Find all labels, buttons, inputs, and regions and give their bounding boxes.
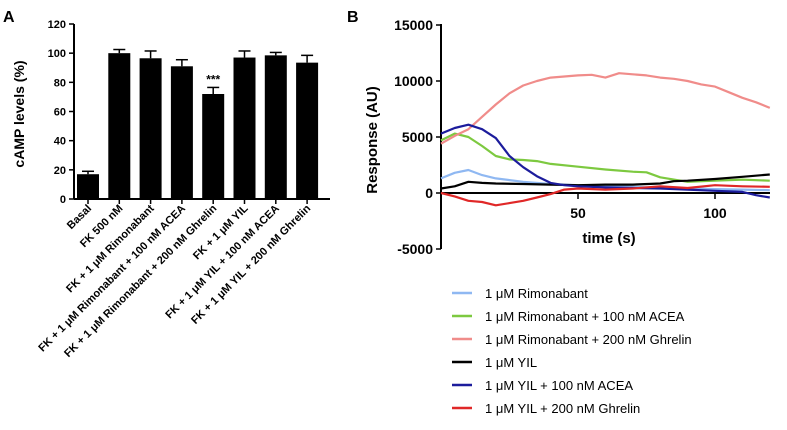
bar-chart-category-label: FK + 1 μM Rimonabant + 100 nM ACEA — [36, 203, 188, 355]
line-chart-y-axis-label: Response (AU) — [364, 86, 381, 194]
series-line — [440, 173, 770, 190]
series-line — [440, 72, 771, 145]
bar-chart-y-tick-label: 100 — [48, 48, 66, 60]
line-chart: Response (AU) time (s) -5000 0 5000 10000 15… — [364, 17, 771, 416]
bar-chart-y-axis-label: cAMP levels (%) — [11, 60, 27, 167]
bar — [139, 58, 162, 200]
bar — [170, 66, 193, 200]
legend-label: 1 μM Rimonabant — [485, 286, 588, 301]
bar-chart: cAMP levels (%) 0 20 40 60 80 100 120 *** Basa… — [11, 19, 330, 360]
legend-label: 1 μM YIL — [485, 355, 537, 370]
series-line — [440, 132, 770, 183]
bar-chart-category-label: FK + 1 μM YIL + 100 nM ACEA — [163, 203, 282, 322]
bar — [108, 53, 131, 199]
bar-chart-y-tick-label: 0 — [60, 194, 66, 206]
line-chart-y-tick-label: 15000 — [394, 17, 433, 33]
series-line — [440, 123, 770, 199]
line-chart-x-axis-label: time (s) — [582, 230, 635, 247]
line-chart-x-tick-label: 50 — [570, 205, 586, 221]
bar — [296, 62, 319, 200]
panel-label-a: A — [3, 9, 15, 26]
legend-label: 1 μM Rimonabant + 200 nM Ghrelin — [485, 332, 692, 347]
bar-chart-category-label: Basal — [65, 203, 94, 232]
bar — [233, 57, 256, 199]
bar-chart-y-tick-label: 120 — [48, 19, 66, 31]
bar-chart-category-label: FK + 1 μM YIL — [191, 202, 251, 262]
bar — [77, 174, 99, 199]
bar-chart-y-tick-label: 60 — [54, 107, 66, 119]
bar-chart-y-tick-label: 20 — [54, 165, 66, 177]
bar — [264, 55, 287, 199]
significance-marker: *** — [206, 72, 220, 86]
legend: 1 μM Rimonabant 1 μM Rimonabant + 100 nM … — [452, 286, 692, 416]
line-chart-y-tick-label: -5000 — [397, 241, 433, 257]
panel-label-b: B — [347, 9, 359, 26]
line-chart-y-tick-label: 5000 — [402, 129, 433, 145]
legend-label: 1 μM YIL + 100 nM ACEA — [485, 378, 633, 393]
bar-chart-y-tick-label: 40 — [54, 136, 66, 148]
legend-label: 1 μM Rimonabant + 100 nM ACEA — [485, 309, 685, 324]
legend-label: 1 μM YIL + 200 nM Ghrelin — [485, 401, 640, 416]
bar-chart-y-tick-label: 80 — [54, 77, 66, 89]
line-chart-x-tick-label: 100 — [703, 205, 727, 221]
line-chart-y-tick-label: 0 — [425, 185, 433, 201]
bar — [202, 94, 225, 199]
line-chart-y-tick-label: 10000 — [394, 73, 433, 89]
series-line — [440, 184, 770, 207]
